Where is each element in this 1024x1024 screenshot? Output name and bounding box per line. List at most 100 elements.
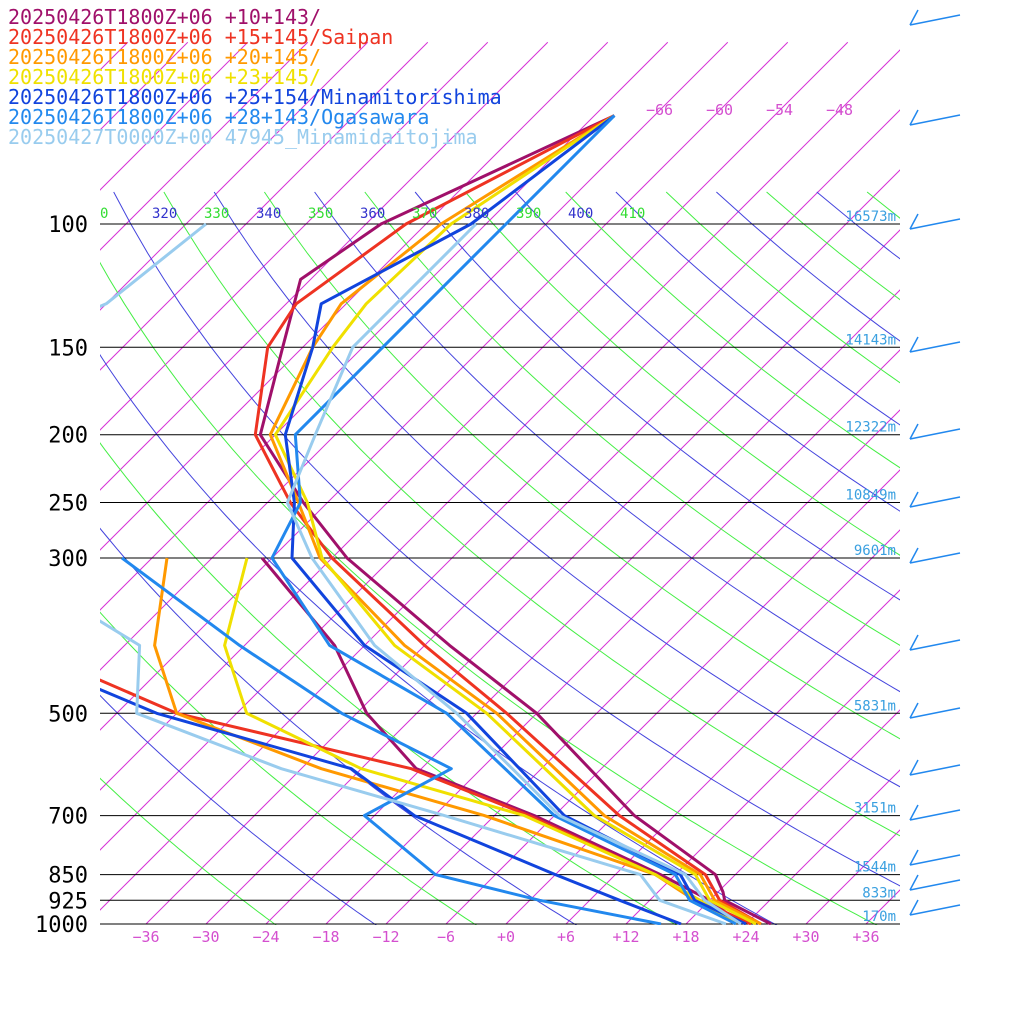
- isotherm-line: [100, 41, 609, 551]
- dry-adiabat-line: [364, 191, 900, 646]
- wind-barb-staff: [909, 341, 961, 353]
- wind-barb-staff: [909, 809, 961, 821]
- isotherm-line: [100, 41, 189, 131]
- temp-tick-label: +0: [497, 928, 515, 946]
- upper-temp-tick-label: −66: [646, 101, 673, 119]
- dry-adiabat-line: [716, 191, 900, 342]
- wind-barb-staff: [909, 428, 961, 440]
- pressure-label: 150: [48, 336, 88, 361]
- isotherm-line: [100, 41, 849, 791]
- temp-tick-label: −30: [192, 928, 219, 946]
- legend-entry: 20250426T1800Z+06 +28+143/Ogasawara: [8, 105, 429, 129]
- temp-tick-label: −36: [132, 928, 159, 946]
- temp-tick-label: −6: [437, 928, 455, 946]
- height-label: 170m: [862, 909, 896, 925]
- temp-tick-label: +6: [557, 928, 575, 946]
- isotherm-line: [100, 41, 309, 251]
- isotherm-line: [100, 41, 729, 671]
- height-label: 5831m: [854, 698, 896, 714]
- wind-barb-flag: [909, 213, 919, 230]
- theta-label: 370: [412, 206, 437, 222]
- height-label: 3151m: [854, 801, 896, 817]
- legend-entry: 20250426T1800Z+06 +15+145/Saipan: [8, 25, 393, 49]
- isotherm-line: [100, 41, 549, 491]
- dry-adiabat-line: [917, 192, 1024, 939]
- legend-entry: 20250426T1800Z+06 +23+145/: [8, 65, 321, 89]
- temperature-line: [270, 114, 737, 925]
- temperature-line: [253, 114, 762, 925]
- temp-tick-label: +36: [852, 928, 879, 946]
- temperature-line: [273, 114, 757, 925]
- wind-barb-flag: [909, 804, 919, 821]
- upper-temp-tick-label: −54: [766, 101, 793, 119]
- temperature-line: [258, 114, 772, 925]
- wind-barb-staff: [909, 218, 961, 230]
- wind-barb-staff: [909, 114, 961, 126]
- theta-label: 410: [620, 206, 645, 222]
- isotherm-line: [385, 409, 900, 925]
- isotherm-line: [986, 42, 1024, 924]
- isotherm-line: [0, 42, 68, 924]
- dry-adiabat-line: [1018, 192, 1024, 939]
- theta-label: 0: [100, 206, 108, 222]
- wind-barb-flag: [909, 9, 919, 26]
- wind-barb-staff: [909, 764, 961, 776]
- dewpoint-line: [223, 557, 737, 925]
- dry-adiabat-line: [414, 191, 900, 601]
- pressure-label: 300: [48, 547, 88, 572]
- wind-barb-staff: [909, 552, 961, 564]
- wind-barb-staff: [909, 496, 961, 508]
- legend-entry: 20250426T1800Z+06 +20+145/: [8, 45, 321, 69]
- dewpoint-line: [100, 687, 682, 925]
- wind-barb-flag: [909, 547, 919, 564]
- temp-tick-label: −18: [312, 928, 339, 946]
- pressure-label: 850: [48, 864, 88, 889]
- isotherm-line: [100, 41, 429, 371]
- isotherm-line: [565, 589, 900, 925]
- isotherm-line: [100, 41, 249, 191]
- wind-barb-flag: [909, 491, 919, 508]
- wind-barb-staff: [909, 854, 961, 866]
- height-label: 1544m: [854, 860, 896, 876]
- dry-adiabat-line: [515, 191, 900, 512]
- temp-tick-label: +12: [612, 928, 639, 946]
- isotherm-line: [100, 41, 129, 71]
- theta-label: 320: [152, 206, 177, 222]
- pressure-label: 100: [48, 213, 88, 238]
- wind-barb-staff: [909, 14, 961, 26]
- wind-barb-flag: [909, 874, 919, 891]
- height-label: 14143m: [845, 332, 896, 348]
- theta-label: 400: [568, 206, 593, 222]
- wind-barb-flag: [909, 702, 919, 719]
- dry-adiabat-line: [100, 694, 377, 925]
- isobar-layer: [100, 223, 900, 925]
- wind-barb-flag: [909, 423, 919, 440]
- wind-barb-staff: [909, 879, 961, 891]
- theta-label: 380: [464, 206, 489, 222]
- isotherm-line: [0, 42, 8, 924]
- upper-temp-tick-label: −60: [706, 101, 733, 119]
- theta-label: 360: [360, 206, 385, 222]
- isotherm-line: [685, 709, 900, 925]
- dry-adiabat-line: [816, 191, 900, 260]
- wind-barb-flag: [909, 849, 919, 866]
- height-label: 12322m: [845, 420, 896, 436]
- theta-label: 340: [256, 206, 281, 222]
- upper-temp-tick-label: −48: [826, 101, 853, 119]
- temp-tick-label: −24: [252, 928, 279, 946]
- dewpoint-line: [121, 556, 662, 925]
- wind-barb-staff: [909, 707, 961, 719]
- isotherm-line: [100, 41, 669, 611]
- pressure-label: 250: [48, 492, 88, 517]
- isotherm-line: [100, 49, 900, 851]
- pressure-label: 1000: [35, 913, 88, 938]
- legend: 20250426T1800Z+06 +10+143/20250426T1800Z…: [8, 5, 502, 149]
- isotherm-line: [325, 349, 900, 925]
- legend-entry: 20250426T1800Z+06 +25+154/Minamitorishim…: [8, 85, 502, 109]
- wind-barb-flag: [909, 336, 919, 353]
- height-label: 9601m: [854, 543, 896, 559]
- wind-barb-staff: [909, 904, 961, 916]
- series-layer: [100, 114, 772, 925]
- theta-label: 330: [204, 206, 229, 222]
